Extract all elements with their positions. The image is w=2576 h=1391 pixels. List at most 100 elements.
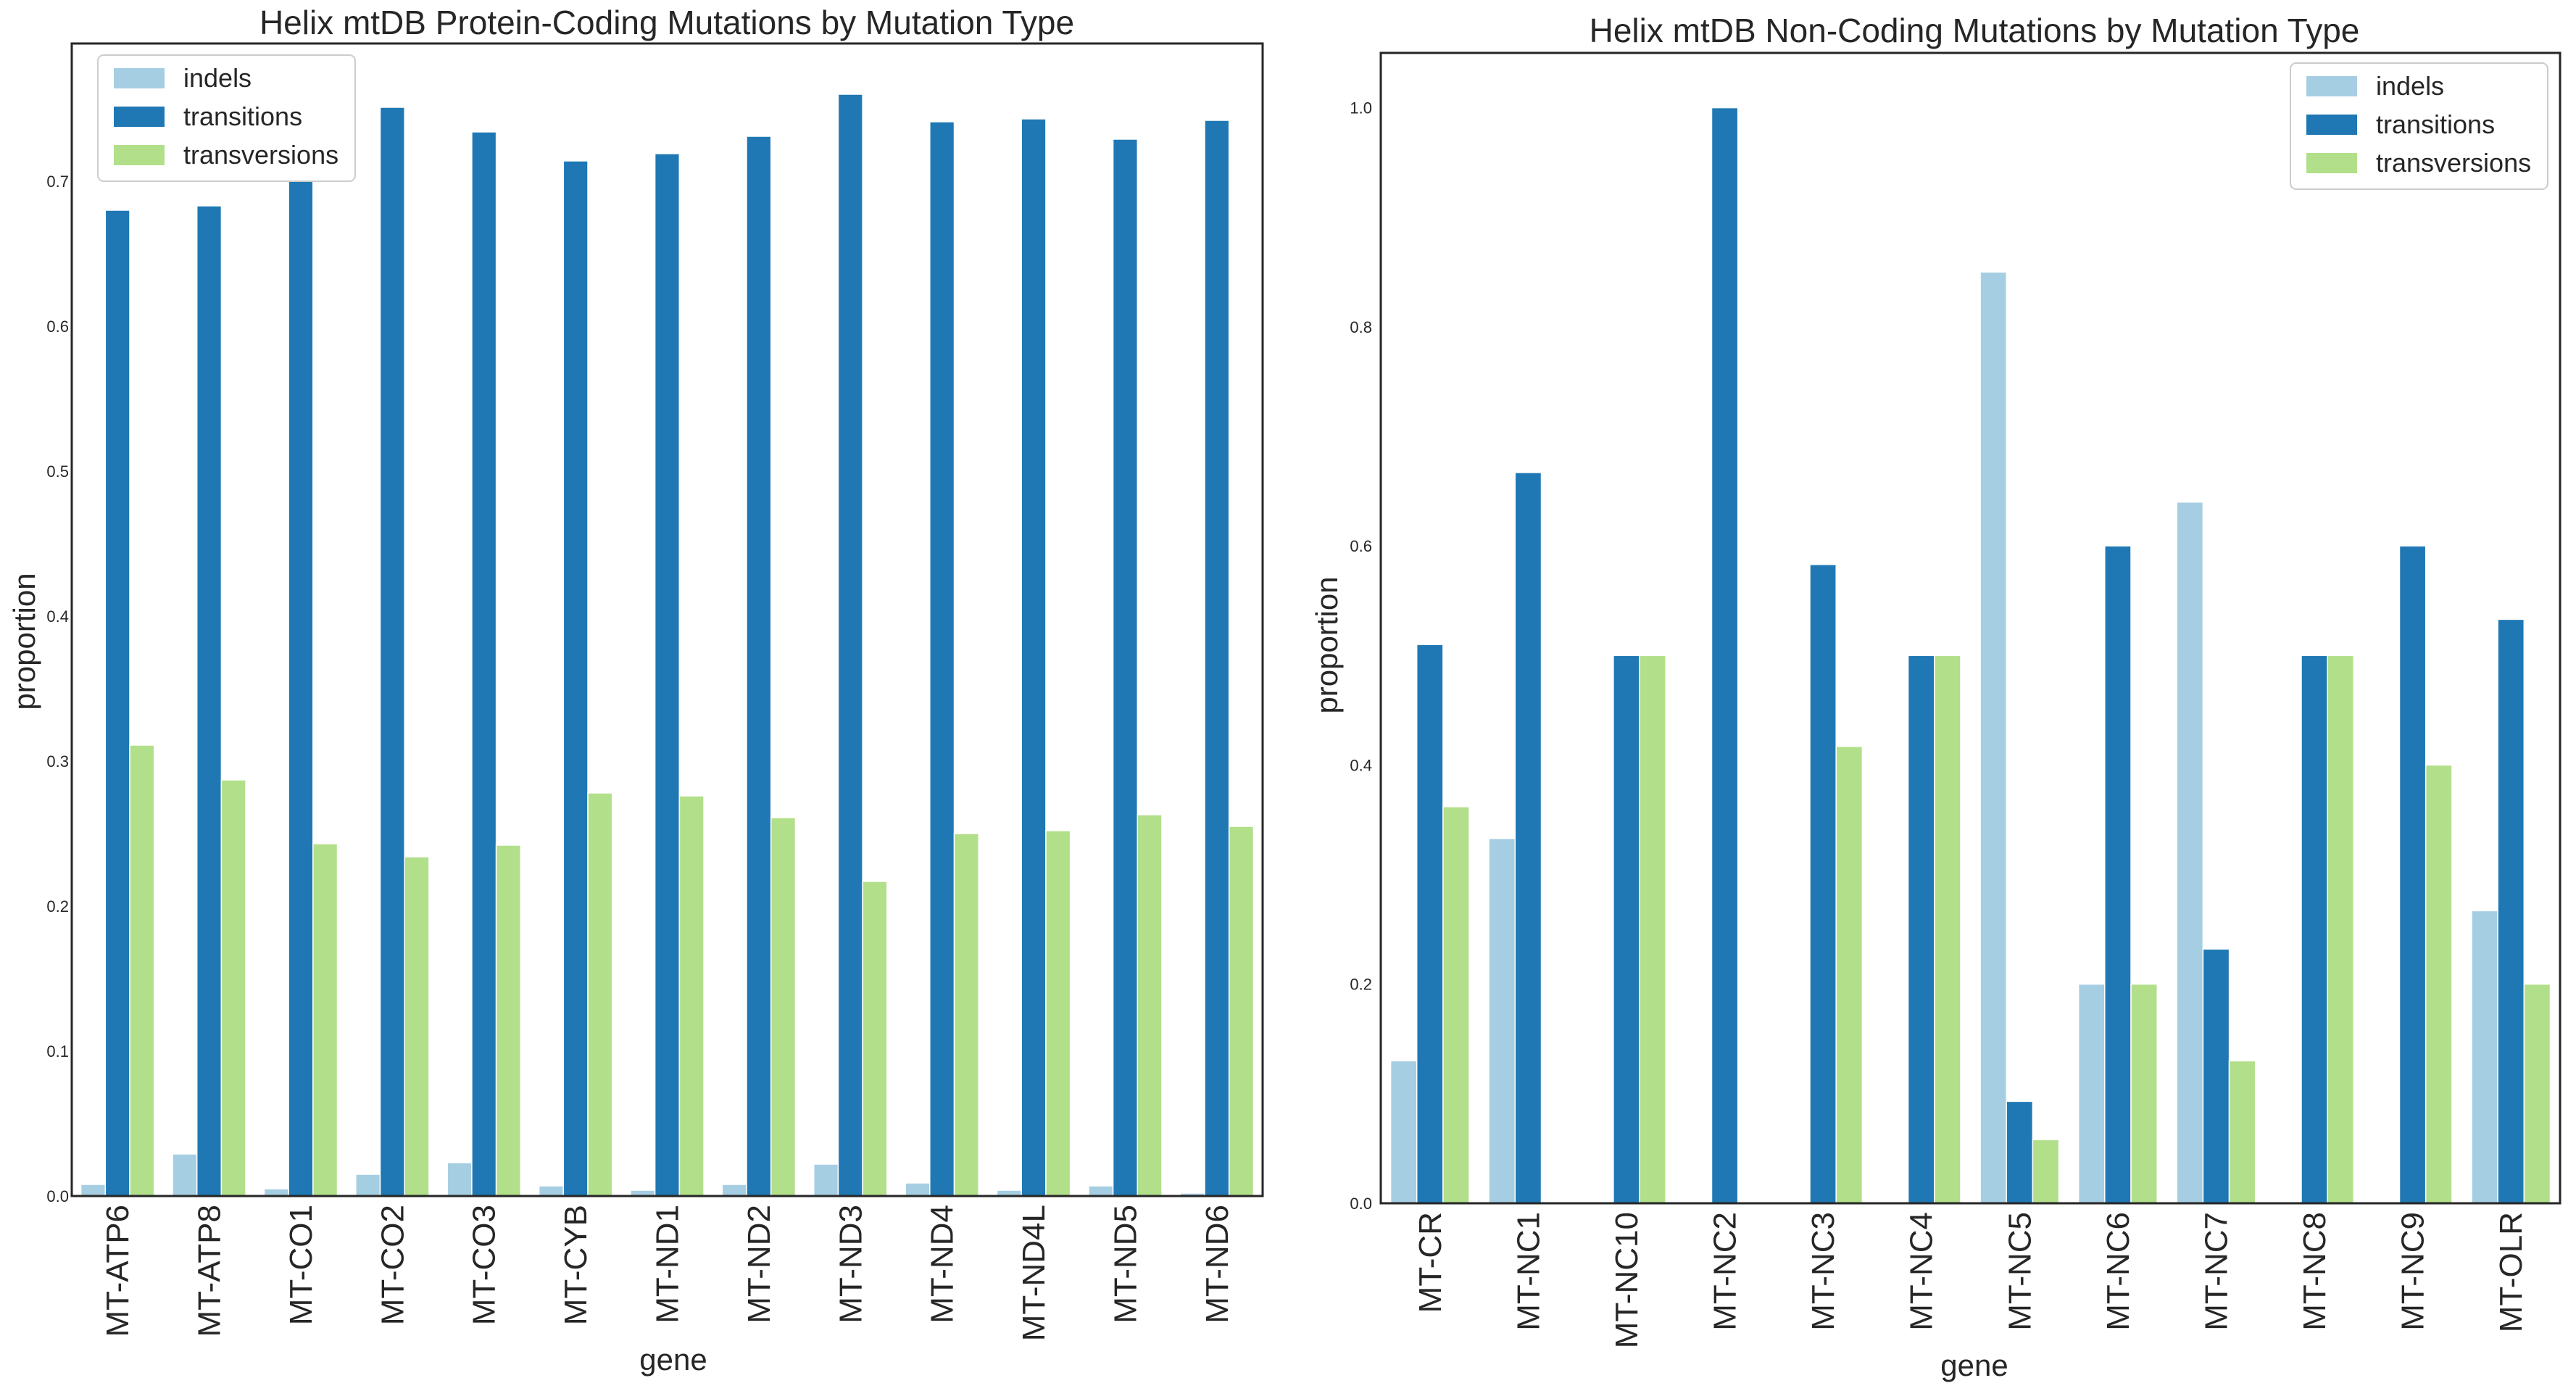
bar-transversions-mt-nd5 <box>1137 814 1163 1197</box>
y-tick-label: 0.0 <box>46 1187 69 1205</box>
bar-transitions-mt-co1 <box>288 107 314 1197</box>
x-tick-label: MT-NC8 <box>2297 1212 2332 1331</box>
bar-indels-mt-atp6 <box>80 1184 107 1197</box>
y-tick-label: 0.7 <box>46 173 69 191</box>
bar-transversions-mt-co1 <box>312 843 338 1197</box>
bar-transversions-mt-nc10 <box>1639 655 1666 1204</box>
y-tick-label: 0.5 <box>46 462 69 481</box>
x-tick-label: MT-CR <box>1413 1212 1448 1313</box>
x-tick-label: MT-ND1 <box>650 1205 686 1324</box>
bar-transitions-mt-cyb <box>562 160 589 1197</box>
bar-transversions-mt-nd3 <box>862 881 888 1197</box>
bar-transitions-mt-nc4 <box>1907 655 1935 1204</box>
x-tick-label: MT-OLR <box>2493 1212 2529 1332</box>
bar-transitions-mt-nc6 <box>2104 545 2132 1204</box>
x-tick-label: MT-ND6 <box>1200 1205 1235 1324</box>
bar-transversions-mt-cyb <box>587 792 613 1197</box>
legend-label-indels: indels <box>2376 71 2444 101</box>
bar-transitions-mt-nc7 <box>2202 948 2230 1204</box>
x-tick-label: MT-NC3 <box>1806 1212 1841 1331</box>
bar-transitions-mt-co2 <box>379 107 405 1197</box>
x-tick-label: MT-ATP6 <box>100 1205 136 1337</box>
bar-transversions-mt-cr <box>1442 806 1470 1204</box>
y-axis-label: proportion <box>1310 576 1344 713</box>
x-tick-label: MT-CO3 <box>467 1205 502 1325</box>
x-axis-label: gene <box>639 1342 707 1377</box>
legend-swatch-transitions <box>2306 115 2357 135</box>
bar-transitions-mt-nc5 <box>2006 1100 2034 1204</box>
y-tick-label: 0.2 <box>1350 976 1372 994</box>
bar-transversions-mt-nd2 <box>770 817 797 1197</box>
x-tick-label: MT-NC2 <box>1708 1212 1743 1331</box>
bar-indels-mt-nc7 <box>2176 501 2204 1204</box>
x-tick-label: MT-ND4 <box>925 1205 960 1324</box>
bar-indels-mt-nd5 <box>1088 1185 1114 1197</box>
bar-transversions-mt-atp6 <box>129 744 155 1197</box>
bar-transitions-mt-nd4 <box>929 121 955 1197</box>
legend-swatch-indels <box>114 68 165 88</box>
y-tick-label: 0.4 <box>1350 756 1372 774</box>
legend-swatch-transversions <box>114 145 165 165</box>
bar-transitions-mt-nd5 <box>1112 138 1139 1197</box>
chart-title: Helix mtDB Non-Coding Mutations by Mutat… <box>1590 12 2360 49</box>
legend-swatch-indels <box>2306 76 2357 96</box>
bar-transversions-mt-nd6 <box>1228 826 1255 1197</box>
bar-transitions-mt-nc2 <box>1711 107 1739 1204</box>
x-tick-label: MT-NC7 <box>2198 1212 2234 1331</box>
bar-indels-mt-olr <box>2471 910 2498 1204</box>
bar-indels-mt-cyb <box>538 1185 565 1197</box>
x-tick-label: MT-ND3 <box>833 1205 868 1324</box>
bar-transversions-mt-nc3 <box>1835 745 1864 1204</box>
x-axis-label: gene <box>1940 1348 2008 1382</box>
x-tick-label: MT-NC9 <box>2396 1212 2431 1331</box>
bar-transitions-mt-co3 <box>471 131 497 1197</box>
bar-transversions-mt-nc9 <box>2425 764 2453 1204</box>
bar-transitions-mt-atp6 <box>104 209 130 1197</box>
bar-transitions-mt-olr <box>2497 618 2525 1204</box>
bar-transitions-mt-nc10 <box>1613 655 1640 1204</box>
x-tick-label: MT-ATP8 <box>192 1205 228 1337</box>
y-tick-label: 0.4 <box>46 607 69 626</box>
legend-label-transitions: transitions <box>183 101 302 131</box>
bar-transversions-mt-olr <box>2523 983 2551 1204</box>
legend-swatch-transitions <box>114 107 165 127</box>
x-tick-label: MT-ND4L <box>1016 1205 1052 1341</box>
bar-transitions-mt-nc9 <box>2398 545 2427 1204</box>
bar-transitions-mt-nd2 <box>746 136 772 1197</box>
non-coding-chart: Helix mtDB Non-Coding Mutations by Mutat… <box>1310 12 2562 1382</box>
bar-transitions-mt-nc8 <box>2301 655 2328 1204</box>
bar-transitions-mt-nd6 <box>1204 120 1230 1197</box>
bar-transversions-mt-nc5 <box>2032 1139 2060 1204</box>
bar-indels-mt-cr <box>1389 1060 1418 1204</box>
bar-indels-mt-co2 <box>355 1174 381 1197</box>
x-tick-label: MT-CO2 <box>375 1205 410 1325</box>
bar-transversions-mt-nd4l <box>1045 830 1071 1197</box>
legend-label-indels: indels <box>183 63 252 93</box>
y-tick-label: 0.6 <box>1350 537 1372 555</box>
bar-transitions-mt-nc3 <box>1809 564 1837 1204</box>
legend-label-transversions: transversions <box>2376 148 2531 178</box>
y-tick-label: 0.0 <box>1350 1195 1372 1213</box>
x-tick-label: MT-NC6 <box>2101 1212 2136 1331</box>
x-tick-label: MT-NC1 <box>1511 1212 1546 1331</box>
bar-transversions-mt-nc8 <box>2327 655 2355 1204</box>
bar-indels-mt-nc1 <box>1488 837 1516 1204</box>
y-tick-label: 0.2 <box>46 897 69 915</box>
plot-frame <box>1379 51 2562 1205</box>
x-tick-label: MT-NC10 <box>1609 1212 1645 1348</box>
bar-indels-mt-nd2 <box>721 1184 747 1197</box>
bar-indels-mt-nd3 <box>813 1163 839 1197</box>
protein-coding-chart: Helix mtDB Protein-Coding Mutations by M… <box>7 4 1264 1377</box>
bar-transversions-mt-nc4 <box>1934 655 1961 1204</box>
bar-transitions-mt-nd3 <box>837 94 863 1197</box>
bar-transversions-mt-nd1 <box>678 795 705 1197</box>
bar-transversions-mt-nd4 <box>953 833 979 1197</box>
legend-swatch-transversions <box>2306 153 2357 173</box>
bar-transversions-mt-nc7 <box>2228 1060 2256 1204</box>
bar-transitions-mt-nd1 <box>654 153 681 1197</box>
bar-indels-mt-co3 <box>446 1162 473 1197</box>
y-tick-label: 0.8 <box>1350 318 1372 336</box>
bar-transversions-mt-atp8 <box>220 779 246 1197</box>
x-tick-label: MT-ND5 <box>1108 1205 1143 1324</box>
bar-transversions-mt-co3 <box>495 844 522 1197</box>
